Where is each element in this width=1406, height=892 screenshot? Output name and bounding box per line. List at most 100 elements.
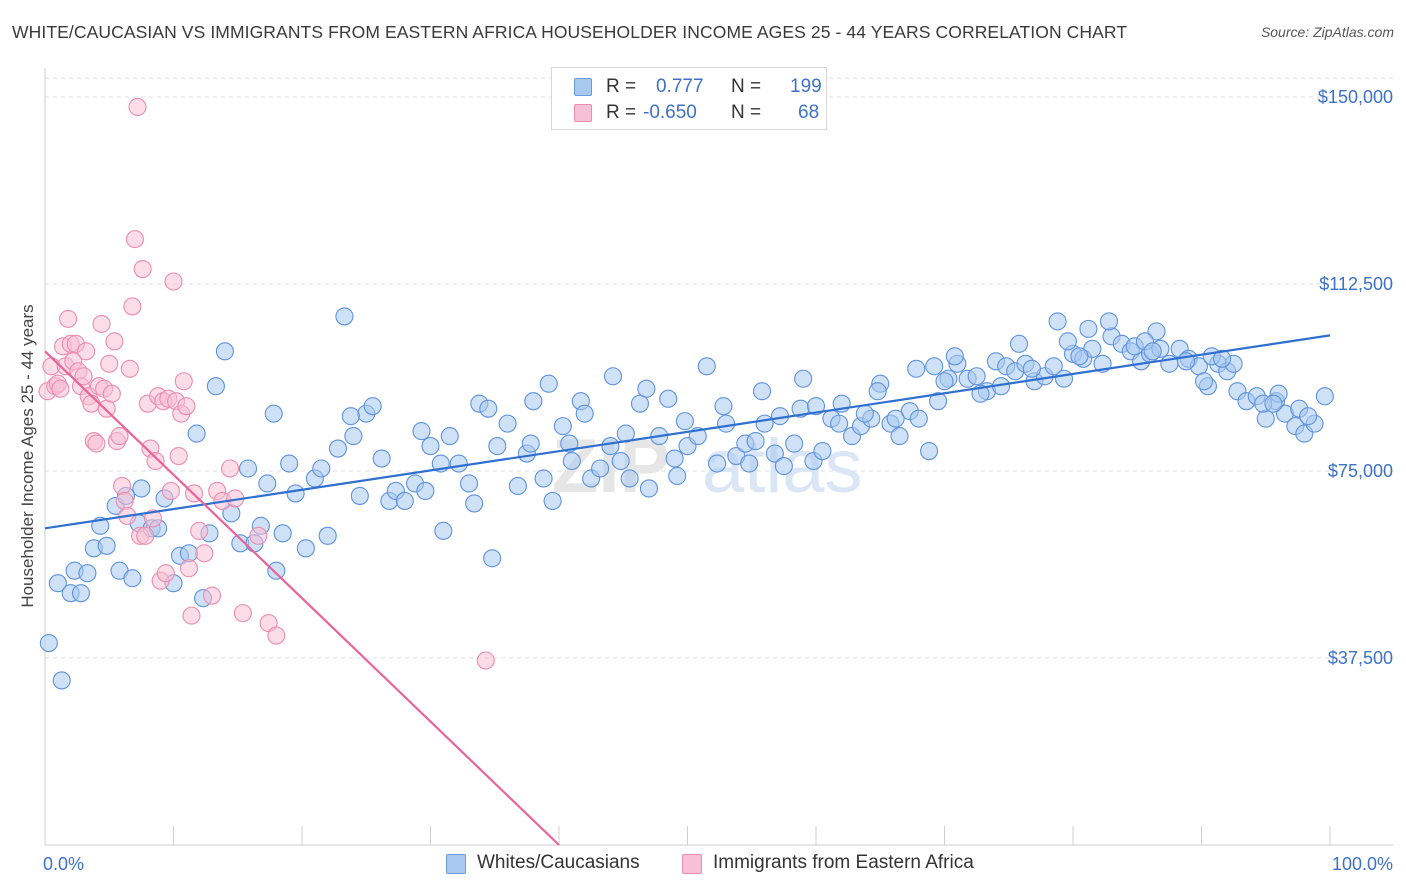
point-whites [363,397,382,416]
y-tick-label: $75,000 [1328,461,1393,481]
point-whites [714,397,733,416]
point-whites [868,382,887,401]
point-whites [449,454,468,473]
point-immigrants [115,491,134,510]
point-whites [785,434,804,453]
chart-title: WHITE/CAUCASIAN VS IMMIGRANTS FROM EASTE… [12,22,1128,42]
legend-r-label: R = [606,102,637,123]
legend-n-label: N = [731,76,762,97]
point-whites [132,479,151,498]
legend-swatch-pink [682,854,702,874]
point-whites [273,524,292,543]
point-whites [258,474,277,493]
point-whites [318,526,337,545]
point-whites [434,521,453,540]
point-immigrants [169,446,188,466]
point-immigrants [203,586,222,605]
point-whites [855,404,874,423]
point-immigrants [77,342,96,361]
point-whites [752,382,772,401]
axes [44,68,1393,846]
point-immigrants [128,97,147,117]
point-whites [1256,409,1275,428]
point-whites [611,451,630,471]
point-whites [553,417,572,436]
y-tick-label: $37,500 [1328,648,1393,668]
point-whites [716,414,736,433]
point-whites [630,394,650,413]
point-whites [488,437,507,456]
point-whites [830,414,849,433]
point-whites [909,409,928,428]
point-whites [1048,312,1067,331]
point-whites [350,486,369,505]
point-whites [267,561,286,580]
point-whites [238,459,258,478]
point-whites [1054,369,1074,388]
point-whites [765,444,784,463]
point-whites [416,481,435,500]
point-whites [296,539,315,558]
point-whites [498,414,517,433]
point-whites [521,434,540,453]
point-whites [264,404,283,423]
point-whites [341,407,360,426]
point-whites [286,484,305,503]
point-whites [483,549,502,568]
point-whites [1195,372,1214,391]
legend-swatch-pink [574,104,592,122]
point-immigrants [476,651,495,670]
point-whites [929,392,948,411]
point-whites [280,454,299,473]
legend-r-value: 0.777 [656,76,704,97]
point-immigrants [179,559,198,578]
point-whites [890,427,909,446]
point-whites [312,459,331,478]
point-whites [508,476,527,496]
point-whites [806,397,826,416]
point-whites [1299,407,1318,426]
point-immigrants [51,379,70,398]
trend-line-immigrants [44,350,560,846]
legend-n-value: 68 [798,102,820,123]
point-whites [534,469,553,488]
point-whites [665,449,684,468]
point-whites [601,437,620,456]
point-immigrants [161,481,180,500]
point-immigrants [59,309,78,328]
point-whites [372,449,391,468]
point-whites [708,454,727,473]
point-immigrants [164,272,183,291]
series-immigrants-points [38,97,495,670]
point-whites [813,442,832,461]
point-immigrants [195,544,214,563]
point-whites [886,409,905,428]
x-tick-label-left: 0.0% [43,854,84,874]
point-immigrants [220,459,240,478]
point-immigrants [125,230,144,249]
point-whites [603,367,623,386]
point-whites [659,389,678,408]
x-tick-label-right: 100.0% [1332,854,1393,874]
point-immigrants [136,526,155,545]
point-immigrants [120,359,139,378]
point-whites [1147,322,1166,341]
point-immigrants [82,394,101,413]
point-whites [746,432,765,451]
point-whites [459,474,479,493]
source-credit: Source: ZipAtlas.com [1260,24,1394,40]
point-immigrants [102,384,121,403]
y-axis-label: Householder Income Ages 25 - 44 years [18,304,37,607]
trend-lines [44,334,1331,846]
point-whites [1009,334,1029,353]
point-immigrants [100,354,119,373]
point-whites [39,633,58,653]
point-whites [697,357,716,376]
point-immigrants [123,297,142,316]
point-whites [52,671,71,690]
series-whites-points [39,307,1334,690]
point-whites [560,434,579,453]
point-whites [575,404,594,423]
legend-swatch-blue [446,854,466,874]
point-whites [925,357,944,376]
